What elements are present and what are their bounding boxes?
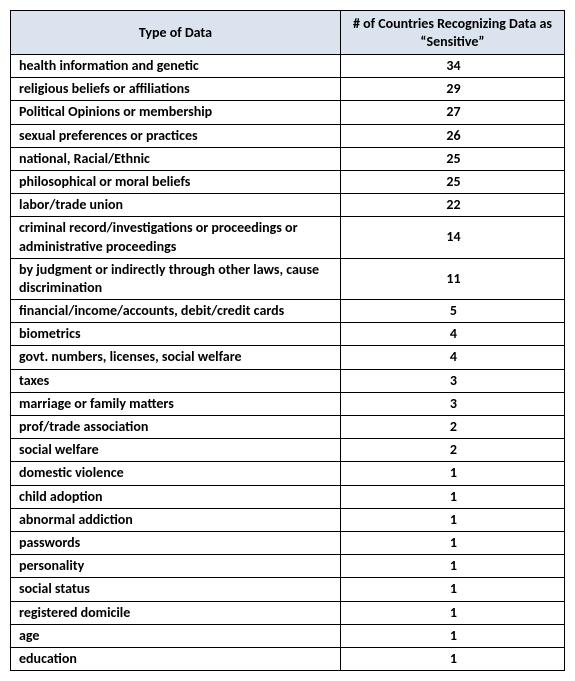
row-label: by judgment or indirectly through other … (11, 258, 341, 299)
row-label: registered domicile (11, 601, 341, 624)
row-value: 1 (340, 624, 564, 647)
row-value: 4 (340, 346, 564, 369)
table-row: passwords1 (11, 531, 565, 554)
row-label: govt. numbers, licenses, social welfare (11, 346, 341, 369)
row-label: national, Racial/Ethnic (11, 147, 341, 170)
header-type-of-data: Type of Data (11, 11, 341, 55)
row-label: philosophical or moral beliefs (11, 170, 341, 193)
table-row: financial/income/accounts, debit/credit … (11, 300, 565, 323)
row-value: 25 (340, 147, 564, 170)
table-row: social welfare2 (11, 439, 565, 462)
row-value: 26 (340, 124, 564, 147)
table-header: Type of Data # of Countries Recognizing … (11, 11, 565, 55)
row-label: biometrics (11, 323, 341, 346)
table-row: criminal record/investigations or procee… (11, 217, 565, 258)
table-row: prof/trade association2 (11, 416, 565, 439)
table-row: health information and genetic34 (11, 55, 565, 78)
table-row: registered domicile1 (11, 601, 565, 624)
row-label: education (11, 647, 341, 670)
table-row: social status1 (11, 578, 565, 601)
table-row: education1 (11, 647, 565, 670)
table-row: taxes3 (11, 369, 565, 392)
row-value: 4 (340, 323, 564, 346)
row-label: child adoption (11, 485, 341, 508)
row-label: religious beliefs or affiliations (11, 78, 341, 101)
table-row: biometrics4 (11, 323, 565, 346)
row-value: 3 (340, 392, 564, 415)
row-value: 3 (340, 369, 564, 392)
row-value: 1 (340, 601, 564, 624)
row-value: 25 (340, 170, 564, 193)
row-label: personality (11, 555, 341, 578)
row-label: sexual preferences or practices (11, 124, 341, 147)
sensitive-data-table: Type of Data # of Countries Recognizing … (10, 10, 565, 671)
row-value: 2 (340, 439, 564, 462)
row-label: social welfare (11, 439, 341, 462)
row-value: 11 (340, 258, 564, 299)
row-value: 22 (340, 194, 564, 217)
row-label: age (11, 624, 341, 647)
row-value: 1 (340, 647, 564, 670)
row-label: domestic violence (11, 462, 341, 485)
row-value: 1 (340, 555, 564, 578)
row-label: abnormal addiction (11, 508, 341, 531)
row-label: labor/trade union (11, 194, 341, 217)
table-row: by judgment or indirectly through other … (11, 258, 565, 299)
row-label: health information and genetic (11, 55, 341, 78)
table-row: religious beliefs or affiliations29 (11, 78, 565, 101)
row-value: 1 (340, 578, 564, 601)
table-row: sexual preferences or practices26 (11, 124, 565, 147)
row-label: criminal record/investigations or procee… (11, 217, 341, 258)
table-row: child adoption1 (11, 485, 565, 508)
table-row: personality1 (11, 555, 565, 578)
header-country-count: # of Countries Recognizing Data as “Sens… (340, 11, 564, 55)
row-value: 1 (340, 462, 564, 485)
table-row: domestic violence1 (11, 462, 565, 485)
row-value: 14 (340, 217, 564, 258)
row-label: social status (11, 578, 341, 601)
row-label: prof/trade association (11, 416, 341, 439)
table-row: national, Racial/Ethnic25 (11, 147, 565, 170)
row-label: marriage or family matters (11, 392, 341, 415)
row-value: 1 (340, 485, 564, 508)
table-container: Type of Data # of Countries Recognizing … (10, 10, 565, 671)
row-value: 1 (340, 531, 564, 554)
table-row: philosophical or moral beliefs25 (11, 170, 565, 193)
row-value: 1 (340, 508, 564, 531)
table-body: health information and genetic34religiou… (11, 55, 565, 671)
table-row: abnormal addiction1 (11, 508, 565, 531)
row-label: taxes (11, 369, 341, 392)
row-value: 2 (340, 416, 564, 439)
table-row: Political Opinions or membership27 (11, 101, 565, 124)
row-value: 27 (340, 101, 564, 124)
table-row: age1 (11, 624, 565, 647)
row-value: 5 (340, 300, 564, 323)
row-label: financial/income/accounts, debit/credit … (11, 300, 341, 323)
row-label: passwords (11, 531, 341, 554)
table-row: labor/trade union22 (11, 194, 565, 217)
header-row: Type of Data # of Countries Recognizing … (11, 11, 565, 55)
table-row: marriage or family matters3 (11, 392, 565, 415)
row-label: Political Opinions or membership (11, 101, 341, 124)
table-row: govt. numbers, licenses, social welfare4 (11, 346, 565, 369)
row-value: 34 (340, 55, 564, 78)
row-value: 29 (340, 78, 564, 101)
